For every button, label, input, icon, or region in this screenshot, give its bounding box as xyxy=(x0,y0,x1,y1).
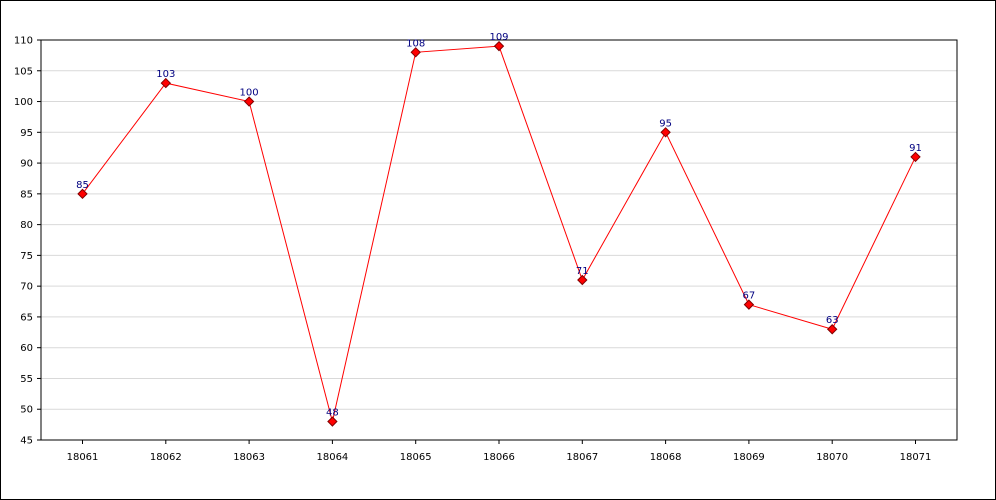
data-point-marker xyxy=(577,274,588,286)
data-point-marker xyxy=(493,40,505,52)
data-point-marker xyxy=(410,47,421,58)
data-point-marker xyxy=(660,127,671,138)
y-tick-label: 95 xyxy=(20,128,33,139)
y-tick-label: 55 xyxy=(20,374,33,385)
data-label: 100 xyxy=(240,88,259,99)
data-label: 48 xyxy=(326,408,339,419)
x-tick-label: 18071 xyxy=(900,452,932,463)
x-tick-label: 18067 xyxy=(566,452,598,463)
y-axis-ticks: 45 50 55 60 65 70 75 80 85 90 95 100 105 110 xyxy=(14,36,41,447)
x-tick-label: 18061 xyxy=(67,452,99,463)
y-tick-label: 60 xyxy=(20,343,33,354)
data-label: 67 xyxy=(743,291,756,302)
y-tick-label: 90 xyxy=(20,159,33,170)
x-tick-label: 18069 xyxy=(733,452,765,463)
data-point-marker xyxy=(160,77,172,89)
data-label: 85 xyxy=(76,180,89,191)
x-axis-ticks: 18061 18062 18063 18064 18065 18066 18067 18068… xyxy=(67,440,932,463)
data-label: 103 xyxy=(156,69,175,80)
data-label: 108 xyxy=(406,38,425,49)
x-tick-label: 18070 xyxy=(816,452,848,463)
y-tick-label: 110 xyxy=(14,36,33,47)
y-tick-label: 50 xyxy=(20,405,33,416)
x-tick-label: 18062 xyxy=(150,452,182,463)
y-tick-label: 85 xyxy=(20,189,33,200)
data-point-marker xyxy=(327,416,338,427)
x-tick-label: 18064 xyxy=(316,452,348,463)
x-tick-label: 18065 xyxy=(400,452,432,463)
data-label: 91 xyxy=(909,143,922,154)
series-line xyxy=(82,45,916,422)
data-point-marker xyxy=(910,151,921,163)
y-tick-label: 105 xyxy=(14,66,33,77)
x-tick-label: 18068 xyxy=(650,452,682,463)
data-point-marker xyxy=(743,299,755,310)
y-tick-label: 100 xyxy=(14,97,33,108)
data-markers xyxy=(77,40,921,427)
data-point-marker xyxy=(77,188,88,200)
y-tick-label: 80 xyxy=(20,220,33,231)
data-label: 109 xyxy=(489,32,508,43)
data-labels: 85 103 100 48 108 109 71 95 67 63 91 xyxy=(76,32,922,418)
x-tick-label: 18063 xyxy=(233,452,265,463)
y-tick-label: 65 xyxy=(20,312,33,323)
y-tick-label: 70 xyxy=(20,282,33,293)
x-tick-label: 18066 xyxy=(483,452,515,463)
grid-layer xyxy=(41,70,957,410)
y-tick-label: 45 xyxy=(20,436,33,447)
plot-area xyxy=(40,39,958,441)
data-label: 71 xyxy=(576,266,589,277)
data-point-marker xyxy=(826,324,838,335)
data-label: 95 xyxy=(659,118,672,129)
data-point-marker xyxy=(243,96,255,107)
y-tick-label: 75 xyxy=(20,251,33,262)
data-label: 63 xyxy=(826,315,839,326)
